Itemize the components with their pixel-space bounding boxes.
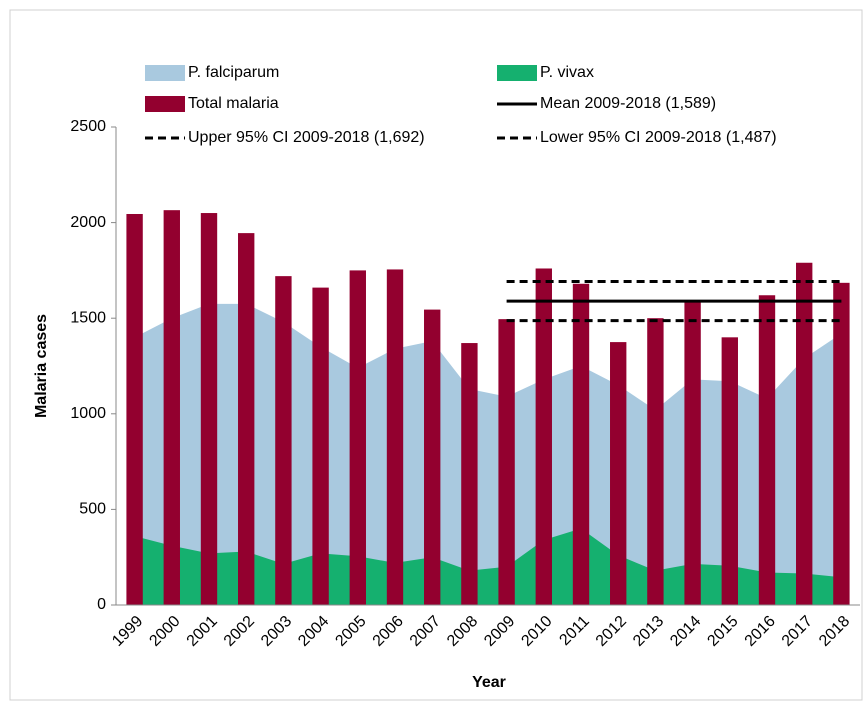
x-tick-label: 2012 bbox=[593, 613, 630, 650]
bar bbox=[721, 337, 738, 605]
x-tick-label: 2009 bbox=[481, 613, 518, 650]
bar bbox=[833, 282, 850, 605]
bar bbox=[461, 343, 478, 605]
legend-label: Lower 95% CI 2009-2018 (1,487) bbox=[540, 129, 777, 146]
y-tick-label: 500 bbox=[79, 501, 106, 518]
bar bbox=[424, 309, 441, 605]
bar bbox=[796, 262, 813, 605]
x-tick-label: 2016 bbox=[742, 613, 779, 650]
x-tick-label: 2006 bbox=[370, 613, 407, 650]
legend-swatch bbox=[145, 65, 185, 81]
legend-label: Mean 2009-2018 (1,589) bbox=[540, 95, 716, 112]
bar bbox=[498, 319, 515, 605]
legend-label: P. falciparum bbox=[188, 64, 279, 81]
area bbox=[134, 303, 842, 605]
bar bbox=[610, 342, 627, 605]
x-tick-label: 2011 bbox=[556, 613, 592, 649]
legend-swatch bbox=[497, 65, 537, 81]
y-tick-label: 0 bbox=[97, 596, 106, 613]
bar bbox=[386, 269, 404, 605]
bar bbox=[535, 268, 552, 605]
legend-label: Upper 95% CI 2009-2018 (1,692) bbox=[188, 129, 425, 146]
x-tick-label: 2001 bbox=[184, 613, 221, 650]
y-axis-title: Malaria cases bbox=[33, 314, 50, 418]
x-tick-label: 2005 bbox=[332, 613, 369, 650]
bar bbox=[758, 295, 776, 605]
x-tick-label: 2000 bbox=[146, 613, 183, 650]
x-axis-title: Year bbox=[472, 674, 506, 691]
y-tick-label: 2500 bbox=[70, 118, 106, 135]
legend-label: P. vivax bbox=[540, 64, 594, 81]
x-tick-label: 2002 bbox=[221, 613, 258, 650]
bar bbox=[238, 233, 255, 605]
bar bbox=[163, 210, 180, 605]
x-tick-label: 2013 bbox=[630, 613, 667, 650]
x-tick-label: 2010 bbox=[518, 613, 555, 650]
bar bbox=[684, 300, 701, 605]
bar bbox=[312, 287, 329, 605]
chart-frame bbox=[9, 9, 863, 701]
y-tick-label: 1000 bbox=[70, 405, 106, 422]
y-tick-label: 1500 bbox=[70, 309, 106, 326]
y-tick-label: 2000 bbox=[70, 214, 106, 231]
bar bbox=[572, 283, 590, 605]
x-tick-label: 2018 bbox=[816, 613, 853, 650]
x-tick-label: 2004 bbox=[295, 613, 332, 650]
legend-swatch bbox=[145, 96, 185, 112]
x-tick-label: 1999 bbox=[109, 613, 146, 650]
bar bbox=[349, 270, 366, 605]
bar bbox=[200, 213, 218, 606]
x-tick-label: 2017 bbox=[779, 613, 816, 650]
bar bbox=[126, 213, 143, 605]
area bbox=[134, 528, 842, 605]
legend-label: Total malaria bbox=[188, 95, 279, 112]
x-tick-label: 2007 bbox=[407, 613, 444, 650]
x-tick-label: 2008 bbox=[444, 613, 481, 650]
x-tick-label: 2014 bbox=[667, 613, 704, 650]
bar bbox=[275, 276, 292, 605]
bar bbox=[647, 318, 664, 605]
x-tick-label: 2003 bbox=[258, 613, 295, 650]
x-tick-label: 2015 bbox=[704, 613, 741, 650]
